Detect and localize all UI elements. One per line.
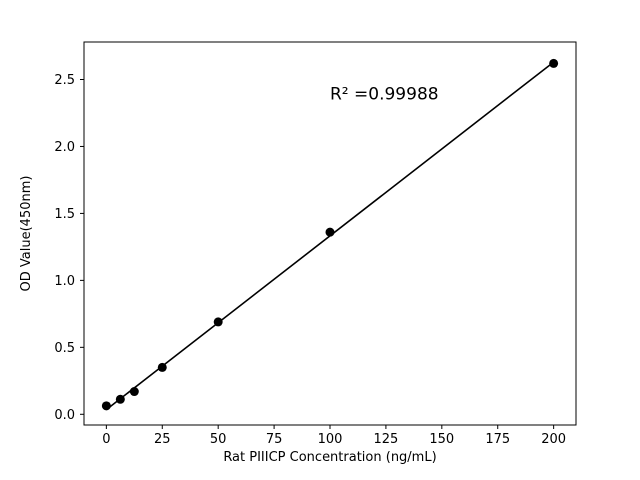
- x-tick-label: 125: [373, 432, 398, 447]
- data-point: [115, 394, 125, 404]
- data-point: [213, 317, 223, 327]
- y-tick-label: 1.0: [54, 274, 75, 289]
- x-tick-label: 100: [318, 432, 343, 447]
- y-tick-label: 2.0: [54, 140, 75, 155]
- data-point: [101, 401, 111, 411]
- x-tick-label: 150: [429, 432, 454, 447]
- data-point: [549, 58, 559, 68]
- y-tick-label: 1.5: [54, 207, 75, 222]
- data-point: [157, 362, 167, 372]
- x-tick-label: 25: [154, 432, 171, 447]
- x-tick-label: 0: [102, 432, 110, 447]
- y-tick-label: 0.0: [54, 408, 75, 423]
- x-tick-label: 75: [266, 432, 283, 447]
- y-tick-label: 0.5: [54, 341, 75, 356]
- x-tick-label: 175: [485, 432, 510, 447]
- y-tick-label: 2.5: [54, 73, 75, 88]
- data-point: [129, 387, 139, 397]
- x-tick-label: 200: [541, 432, 566, 447]
- y-axis-label: OD Value(450nm): [19, 176, 34, 292]
- data-point: [325, 227, 335, 237]
- r-squared-annotation: R² =0.99988: [330, 85, 439, 105]
- x-tick-label: 50: [210, 432, 227, 447]
- x-axis-label: Rat PIIICP Concentration (ng/mL): [223, 450, 436, 465]
